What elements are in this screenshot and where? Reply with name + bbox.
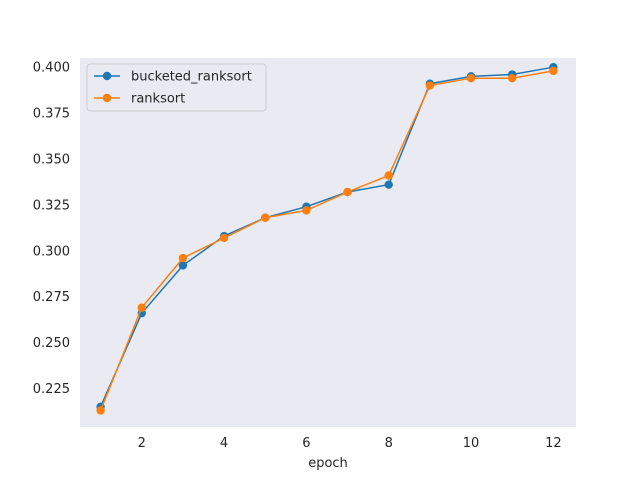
y-tick-label: 0.350: [33, 152, 70, 167]
data-point: [96, 406, 105, 415]
y-tick-label: 0.375: [33, 107, 70, 122]
x-tick-label: 4: [220, 436, 228, 451]
x-tick-label: 2: [138, 436, 146, 451]
data-point: [137, 303, 146, 312]
plot-area: [80, 58, 576, 427]
legend-marker: [102, 93, 112, 103]
x-tick-label: 6: [302, 436, 310, 451]
y-tick-label: 0.325: [33, 198, 70, 213]
data-point: [178, 253, 188, 263]
y-tick-label: 0.250: [33, 336, 70, 351]
y-tick-label: 0.400: [33, 61, 70, 76]
series-line: [99, 70, 554, 411]
data-point: [219, 233, 229, 243]
legend-item: ranksort: [94, 92, 185, 107]
y-tick-label: 0.300: [33, 244, 70, 259]
data-point: [384, 180, 393, 189]
x-tick-label: 10: [463, 436, 480, 451]
data-point: [549, 66, 558, 76]
y-tick-label: 0.225: [33, 382, 70, 397]
legend-label: ranksort: [131, 92, 185, 107]
data-point: [384, 171, 393, 180]
data-point: [466, 73, 476, 83]
data-point: [178, 261, 188, 270]
data-point: [343, 187, 352, 197]
series-line: [99, 66, 554, 408]
series-layer: [96, 62, 558, 415]
data-point: [302, 206, 311, 215]
x-tick-label: 12: [545, 436, 562, 451]
legend-marker: [102, 71, 112, 81]
x-axis-label: epoch: [308, 456, 348, 471]
data-point: [261, 213, 270, 222]
series-ranksort: [96, 66, 558, 415]
y-axis: 0.225 0.250 0.275 0.300 0.325 0.350 0.375 0.400: [33, 61, 70, 397]
x-tick-label: 8: [385, 436, 393, 451]
legend: bucketed_ranksort ranksort: [86, 63, 267, 112]
data-point: [507, 73, 517, 83]
y-tick-label: 0.275: [33, 290, 70, 305]
data-point: [425, 81, 435, 90]
legend-label: bucketed_ranksort: [131, 70, 252, 85]
x-axis: 2 4 6 8 10 12: [138, 436, 562, 451]
legend-box: [86, 63, 267, 112]
legend-item: bucketed_ranksort: [94, 70, 252, 85]
